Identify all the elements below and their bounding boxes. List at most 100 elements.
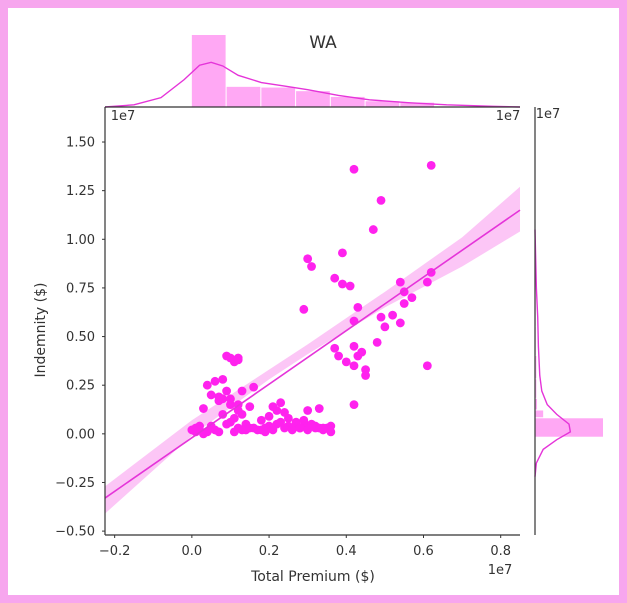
y-tick-label: 0.25 <box>66 379 95 394</box>
scatter-point <box>357 347 367 357</box>
scatter-point <box>349 164 359 174</box>
scatter-point <box>426 160 436 170</box>
x-tick-label: 0.0 <box>182 544 203 559</box>
y-tick-label: −0.25 <box>55 476 95 491</box>
y-tick-label: 1.25 <box>66 184 95 199</box>
top-margin-offset-label-right: 1e7 <box>496 109 521 124</box>
scatter-point <box>260 427 270 437</box>
scatter-point <box>256 415 266 425</box>
y-tick-label: 0.50 <box>66 330 95 345</box>
scatter-point <box>237 409 247 419</box>
scatter-point <box>380 322 390 332</box>
scatter-point <box>349 341 359 351</box>
scatter-point <box>399 299 409 308</box>
right-histogram-bar <box>535 410 544 418</box>
scatter-point <box>388 310 398 320</box>
scatter-point <box>299 415 309 425</box>
x-tick-label: 0.2 <box>259 544 280 559</box>
chart-title: WA <box>309 33 337 53</box>
scatter-point <box>330 343 340 353</box>
scatter-point <box>422 361 432 371</box>
scatter-point <box>280 423 289 433</box>
right-histogram-bar <box>535 356 537 379</box>
scatter-point <box>222 351 232 361</box>
scatter-point <box>307 262 316 271</box>
top-margin-offset-label-left: 1e7 <box>111 109 136 124</box>
scatter-point <box>283 413 293 423</box>
top-histogram-bar <box>296 91 330 107</box>
scatter-point <box>395 277 405 287</box>
scatter-point <box>303 254 313 264</box>
scatter-point <box>218 409 228 419</box>
scatter-point <box>422 277 432 287</box>
scatter-point <box>226 400 235 410</box>
regression-confidence-band <box>105 186 520 514</box>
y-axis-title: Indemnity ($) <box>33 283 49 378</box>
x-tick-label: 0.8 <box>490 544 511 559</box>
scatter-point <box>349 361 359 371</box>
scatter-point <box>330 273 340 283</box>
y-tick-label: 1.50 <box>66 136 95 151</box>
y-tick-label: 0.00 <box>66 427 95 442</box>
scatter-point <box>222 419 232 429</box>
scatter-point <box>202 380 212 390</box>
chart-labels: WA Total Premium ($) Indemnity ($) 1e7 1… <box>33 33 560 585</box>
top-histogram-bar <box>226 86 261 107</box>
top-kde-curve <box>104 61 521 108</box>
scatter-point <box>229 427 239 437</box>
x-tick-label: 0.4 <box>336 544 357 559</box>
scatter-point <box>214 427 224 437</box>
scatter-point <box>195 421 204 431</box>
scatter-point <box>214 392 224 402</box>
top-histogram-bar <box>330 96 365 107</box>
x-tick-label: 0.6 <box>413 544 434 559</box>
scatter-point <box>295 423 305 433</box>
scatter-point <box>233 353 243 363</box>
scatter-point <box>326 427 336 437</box>
scatter-point <box>372 338 382 347</box>
top-histogram-bar <box>365 101 400 107</box>
scatter-point <box>395 318 405 328</box>
scatter-point <box>349 400 359 410</box>
scatter-point <box>245 402 255 411</box>
right-margin-offset-label: 1e7 <box>536 107 561 122</box>
scatter-point <box>268 402 278 411</box>
scatter-point <box>276 398 286 408</box>
scatter-point <box>268 425 278 435</box>
top-histogram-bar <box>191 35 226 107</box>
y-tick-label: 0.75 <box>66 281 95 296</box>
scatter-point <box>307 421 316 431</box>
scatter-point <box>237 386 247 396</box>
scatter-point <box>299 304 309 314</box>
x-tick-label: −0.2 <box>99 544 131 559</box>
right-kde-curve <box>534 229 572 477</box>
scatter-point <box>407 293 417 303</box>
scatter-point <box>334 351 343 361</box>
regression-line <box>104 209 521 499</box>
scatter-point <box>287 425 297 435</box>
scatter-point <box>376 312 386 322</box>
scatter-point <box>264 411 274 421</box>
scatter-point <box>237 425 247 435</box>
scatter-point <box>249 382 259 392</box>
x-offset-label: 1e7 <box>488 563 513 578</box>
scatter-point <box>353 302 363 312</box>
y-tick-label: 1.00 <box>66 233 95 248</box>
scatter-point <box>303 406 313 415</box>
scatter-point <box>338 248 347 258</box>
y-tick-label: −0.50 <box>55 525 95 540</box>
scatter-point <box>245 423 255 433</box>
x-axis-title: Total Premium ($) <box>250 569 375 585</box>
scatter-point <box>222 386 232 396</box>
scatter-point <box>210 376 220 386</box>
main-plot-area: −0.2 0.0 0.2 0.4 0.6 0.8 −0.50 −0.25 0.00 0.25 0.5… <box>55 107 521 559</box>
top-histogram-bar <box>261 87 296 107</box>
right-histogram-bar <box>535 379 537 398</box>
scatter-point <box>376 195 386 205</box>
right-histogram-bar <box>535 398 538 410</box>
scatter-point <box>218 374 228 384</box>
scatter-point <box>361 365 370 375</box>
scatter-point <box>206 390 216 400</box>
scatter-point <box>345 281 355 291</box>
